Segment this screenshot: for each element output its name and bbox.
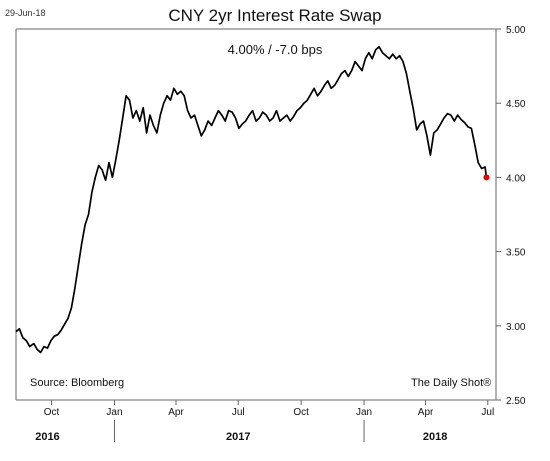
report-date: 29-Jun-18 (5, 8, 46, 18)
x-tick-label: Apr (168, 407, 184, 418)
y-tick-label: 3.50 (506, 248, 526, 259)
year-label: 2016 (35, 431, 59, 443)
x-axis: Oct Jan Apr Jul Oct Jan Apr Jul (44, 400, 494, 418)
credit-note: The Daily Shot® (411, 377, 492, 389)
x-tick-label: Jan (106, 407, 122, 418)
series-line (15, 45, 488, 354)
y-axis: 2.50 3.00 3.50 4.00 4.50 5.00 (496, 25, 526, 407)
year-label: 2018 (423, 431, 447, 443)
x-tick-label: Jul (232, 407, 245, 418)
y-tick-label: 5.00 (506, 25, 526, 36)
y-tick-label: 2.50 (506, 396, 526, 407)
last-point-marker (483, 174, 490, 181)
x-tick-label: Jan (356, 407, 372, 418)
year-axis: 2016 2017 2018 (35, 420, 447, 443)
chart-title: CNY 2yr Interest Rate Swap (168, 6, 382, 25)
y-tick-label: 4.00 (506, 173, 526, 184)
chart-subtitle: 4.00% / -7.0 bps (227, 42, 323, 57)
year-label: 2017 (226, 431, 250, 443)
y-tick-label: 4.50 (506, 99, 526, 110)
source-note: Source: Bloomberg (30, 377, 125, 389)
x-tick-label: Jul (481, 407, 494, 418)
y-tick-label: 3.00 (506, 322, 526, 333)
x-tick-label: Apr (418, 407, 434, 418)
x-tick-label: Oct (44, 407, 60, 418)
x-tick-label: Oct (293, 407, 309, 418)
